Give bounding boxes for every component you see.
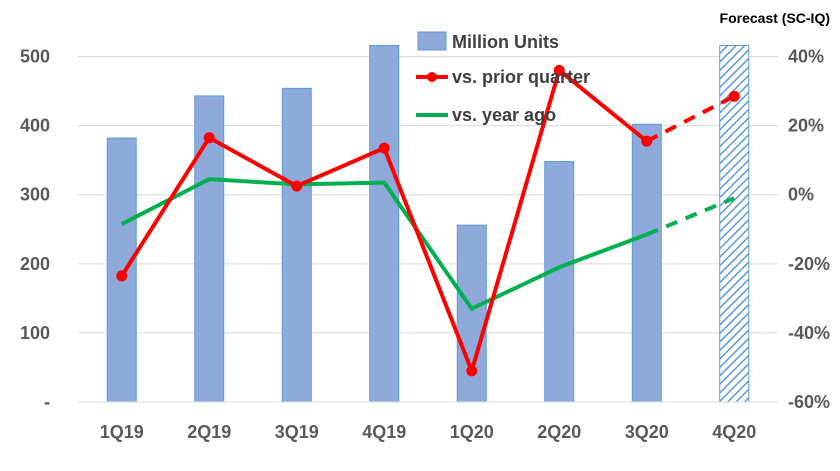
- x-tick-label: 4Q19: [362, 422, 406, 442]
- y-right-tick-label: -20%: [788, 254, 830, 274]
- y-right-tick-label: -60%: [788, 392, 830, 412]
- forecast-annotation: Forecast (SC-IQ): [720, 10, 830, 26]
- y-right-tick-label: 20%: [788, 116, 824, 136]
- y-left-tick-label: 300: [20, 185, 50, 205]
- prior-quarter-forecast-line: [645, 94, 736, 143]
- y-left-tick-label: 500: [20, 47, 50, 67]
- legend-swatch-million-units: [417, 31, 447, 51]
- bar-series: [106, 44, 750, 403]
- bar: [281, 87, 312, 403]
- y-right-tick-label: -40%: [788, 323, 830, 343]
- prior-quarter-point: [466, 365, 478, 377]
- prior-quarter-point: [378, 142, 390, 154]
- y-right-tick-label: 40%: [788, 47, 824, 67]
- prior-quarter-point: [641, 135, 653, 147]
- prior-quarter-point: [728, 90, 740, 102]
- bar: [194, 95, 225, 403]
- x-tick-label: 1Q19: [100, 422, 144, 442]
- axes: - 100 200 300 400 500 -60% -40% -20% 0% 20% 40% 1Q19…: [20, 47, 830, 442]
- line-series: [116, 64, 740, 377]
- y-left-tick-label: 100: [20, 323, 50, 343]
- legend: Million Units vs. prior quarter vs. year…: [416, 31, 590, 125]
- y-left-tick-label: -: [44, 392, 50, 412]
- prior-quarter-point: [553, 64, 565, 76]
- legend-marker-prior-quarter: [427, 72, 437, 82]
- prior-quarter-point: [203, 132, 215, 144]
- x-tick-label: 4Q20: [712, 422, 756, 442]
- bar: [631, 123, 662, 403]
- legend-label-million-units: Million Units: [452, 32, 559, 52]
- x-tick-label: 2Q19: [187, 422, 231, 442]
- x-tick-label: 1Q20: [450, 422, 494, 442]
- year-ago-line: [120, 177, 648, 311]
- prior-quarter-point: [291, 180, 303, 192]
- bar: [544, 161, 575, 403]
- x-tick-label: 2Q20: [537, 422, 581, 442]
- bar: [369, 44, 400, 403]
- legend-label-prior-quarter: vs. prior quarter: [452, 67, 590, 87]
- bar: [106, 137, 137, 403]
- x-tick-label: 3Q20: [625, 422, 669, 442]
- legend-label-year-ago: vs. year ago: [452, 105, 556, 125]
- y-left-tick-label: 400: [20, 116, 50, 136]
- y-left-tick-label: 200: [20, 254, 50, 274]
- bar-forecast: [719, 44, 750, 403]
- prior-quarter-point: [116, 270, 128, 282]
- x-tick-label: 3Q19: [275, 422, 319, 442]
- year-ago-forecast-line: [645, 196, 736, 237]
- y-right-tick-label: 0%: [788, 185, 814, 205]
